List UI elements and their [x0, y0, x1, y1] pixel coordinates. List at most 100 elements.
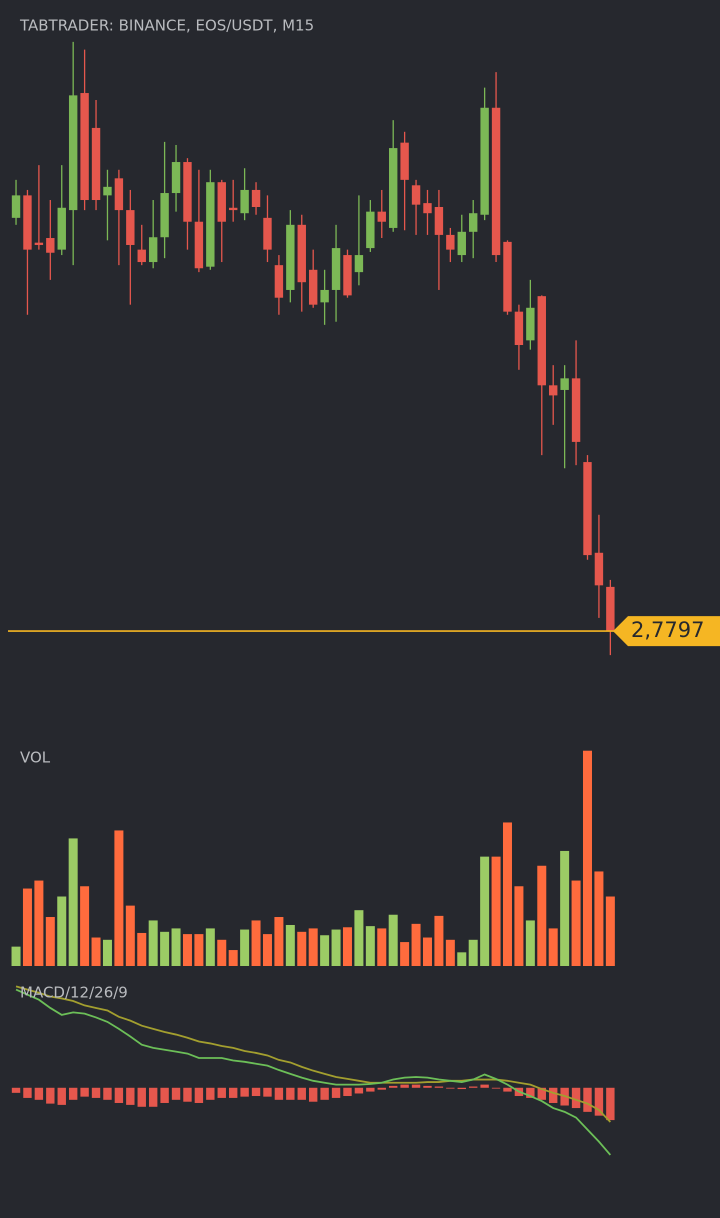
candle-body [68, 95, 78, 211]
candle-body [274, 265, 284, 298]
candle-body [91, 127, 101, 201]
volume-bar [11, 946, 21, 966]
macd-histogram-bar [228, 1087, 238, 1098]
candle-body [526, 307, 535, 341]
macd-histogram-bar [103, 1087, 112, 1100]
candle-body [240, 189, 249, 214]
macd-histogram-bar [377, 1087, 386, 1090]
candle-body [469, 213, 478, 232]
macd-histogram-bar [491, 1087, 501, 1089]
candle-body [560, 378, 569, 390]
volume-bar [297, 931, 307, 966]
candle-body [194, 221, 204, 269]
macd-histogram-bar [171, 1087, 181, 1100]
volume-bar [354, 910, 364, 966]
macd-line [15, 985, 612, 1123]
macd-histogram-bar [537, 1087, 546, 1100]
macd-histogram-bar [23, 1087, 32, 1098]
candle-body [594, 552, 604, 586]
volume-bar [228, 950, 238, 966]
macd-histogram-bar [343, 1087, 352, 1097]
candle-body [160, 193, 169, 238]
volume-bar [514, 886, 524, 966]
candle-body [251, 189, 261, 207]
chart-title: TABTRADER: BINANCE, EOS/USDT, M15 [19, 17, 314, 35]
candle-body [491, 107, 501, 256]
volume-bar [91, 937, 101, 966]
candle-body [411, 185, 421, 205]
candle-body [34, 242, 44, 245]
volume-bar [194, 934, 204, 966]
volume-bar [240, 929, 250, 966]
volume-bar [285, 924, 295, 966]
volume-bar [434, 915, 444, 966]
macd-histogram-bar [469, 1086, 478, 1088]
last-price-tag [613, 616, 720, 647]
candle-body [400, 142, 409, 180]
macd-histogram-bar [434, 1086, 444, 1088]
macd-histogram-bar [446, 1087, 455, 1089]
macd-histogram-bar [34, 1087, 44, 1100]
volume-bar [45, 917, 55, 966]
macd-histogram-bar [320, 1087, 329, 1100]
volume-bar [217, 939, 227, 966]
candle-body [549, 385, 558, 396]
labels-layer: TABTRADER: BINANCE, EOS/USDT, M15 VOL MA… [19, 17, 704, 1002]
candle-body [606, 586, 615, 632]
macd-histogram-bar [57, 1087, 66, 1105]
macd-histogram-bar [388, 1085, 398, 1088]
volume-bar [274, 917, 284, 966]
panel-title: MACD/12/26/9 [20, 984, 128, 1002]
candle-body [217, 182, 226, 222]
volume-bar [480, 856, 490, 966]
candle-body [263, 217, 272, 250]
macd-histogram-bar [308, 1087, 318, 1102]
volume-bar [491, 856, 501, 966]
volume-bar [548, 928, 558, 966]
candle-body [571, 378, 581, 442]
volume-bar [262, 934, 272, 966]
macd-histogram-bar [11, 1087, 21, 1093]
candle-body [457, 231, 466, 256]
volume-bar [182, 934, 192, 966]
macd-histogram-bar [263, 1087, 272, 1097]
macd-histogram-bar [114, 1087, 124, 1103]
marks-layer [8, 41, 720, 1156]
volume-bar [22, 888, 32, 966]
candle-body [137, 249, 146, 263]
macd-histogram-bar [160, 1087, 169, 1103]
macd-histogram-bar [503, 1087, 512, 1092]
candle-body [343, 255, 352, 296]
volume-bar [160, 931, 170, 966]
macd-histogram-bar [366, 1087, 375, 1092]
macd-histogram-bar [457, 1087, 466, 1090]
macd-line [15, 988, 612, 1156]
candle-body [377, 211, 386, 222]
macd-histogram-bar [297, 1087, 306, 1100]
volume-bar [571, 880, 581, 966]
macd-histogram-bar [46, 1087, 55, 1104]
candle-body [583, 462, 592, 556]
candle-body [503, 241, 512, 312]
volume-bar [205, 928, 215, 966]
candle-body [446, 234, 455, 250]
last-price-label: 2,7797 [631, 618, 704, 642]
volume-bar [68, 838, 78, 966]
candle-body [228, 207, 238, 211]
macd-histogram-bar [583, 1087, 592, 1112]
macd-histogram-bar [594, 1087, 604, 1116]
candle-body [354, 255, 364, 273]
macd-histogram-bar [126, 1087, 135, 1105]
candle-body [103, 186, 112, 196]
volume-bar [468, 939, 478, 966]
candle-body [514, 311, 524, 345]
volume-bar [34, 880, 44, 966]
volume-bar [400, 942, 410, 966]
volume-bar [457, 952, 467, 966]
macd-histogram-bar [354, 1087, 364, 1094]
macd-histogram-bar [331, 1087, 341, 1098]
volume-bar [422, 937, 432, 966]
candle-body [480, 107, 489, 215]
volume-bar [114, 830, 124, 966]
